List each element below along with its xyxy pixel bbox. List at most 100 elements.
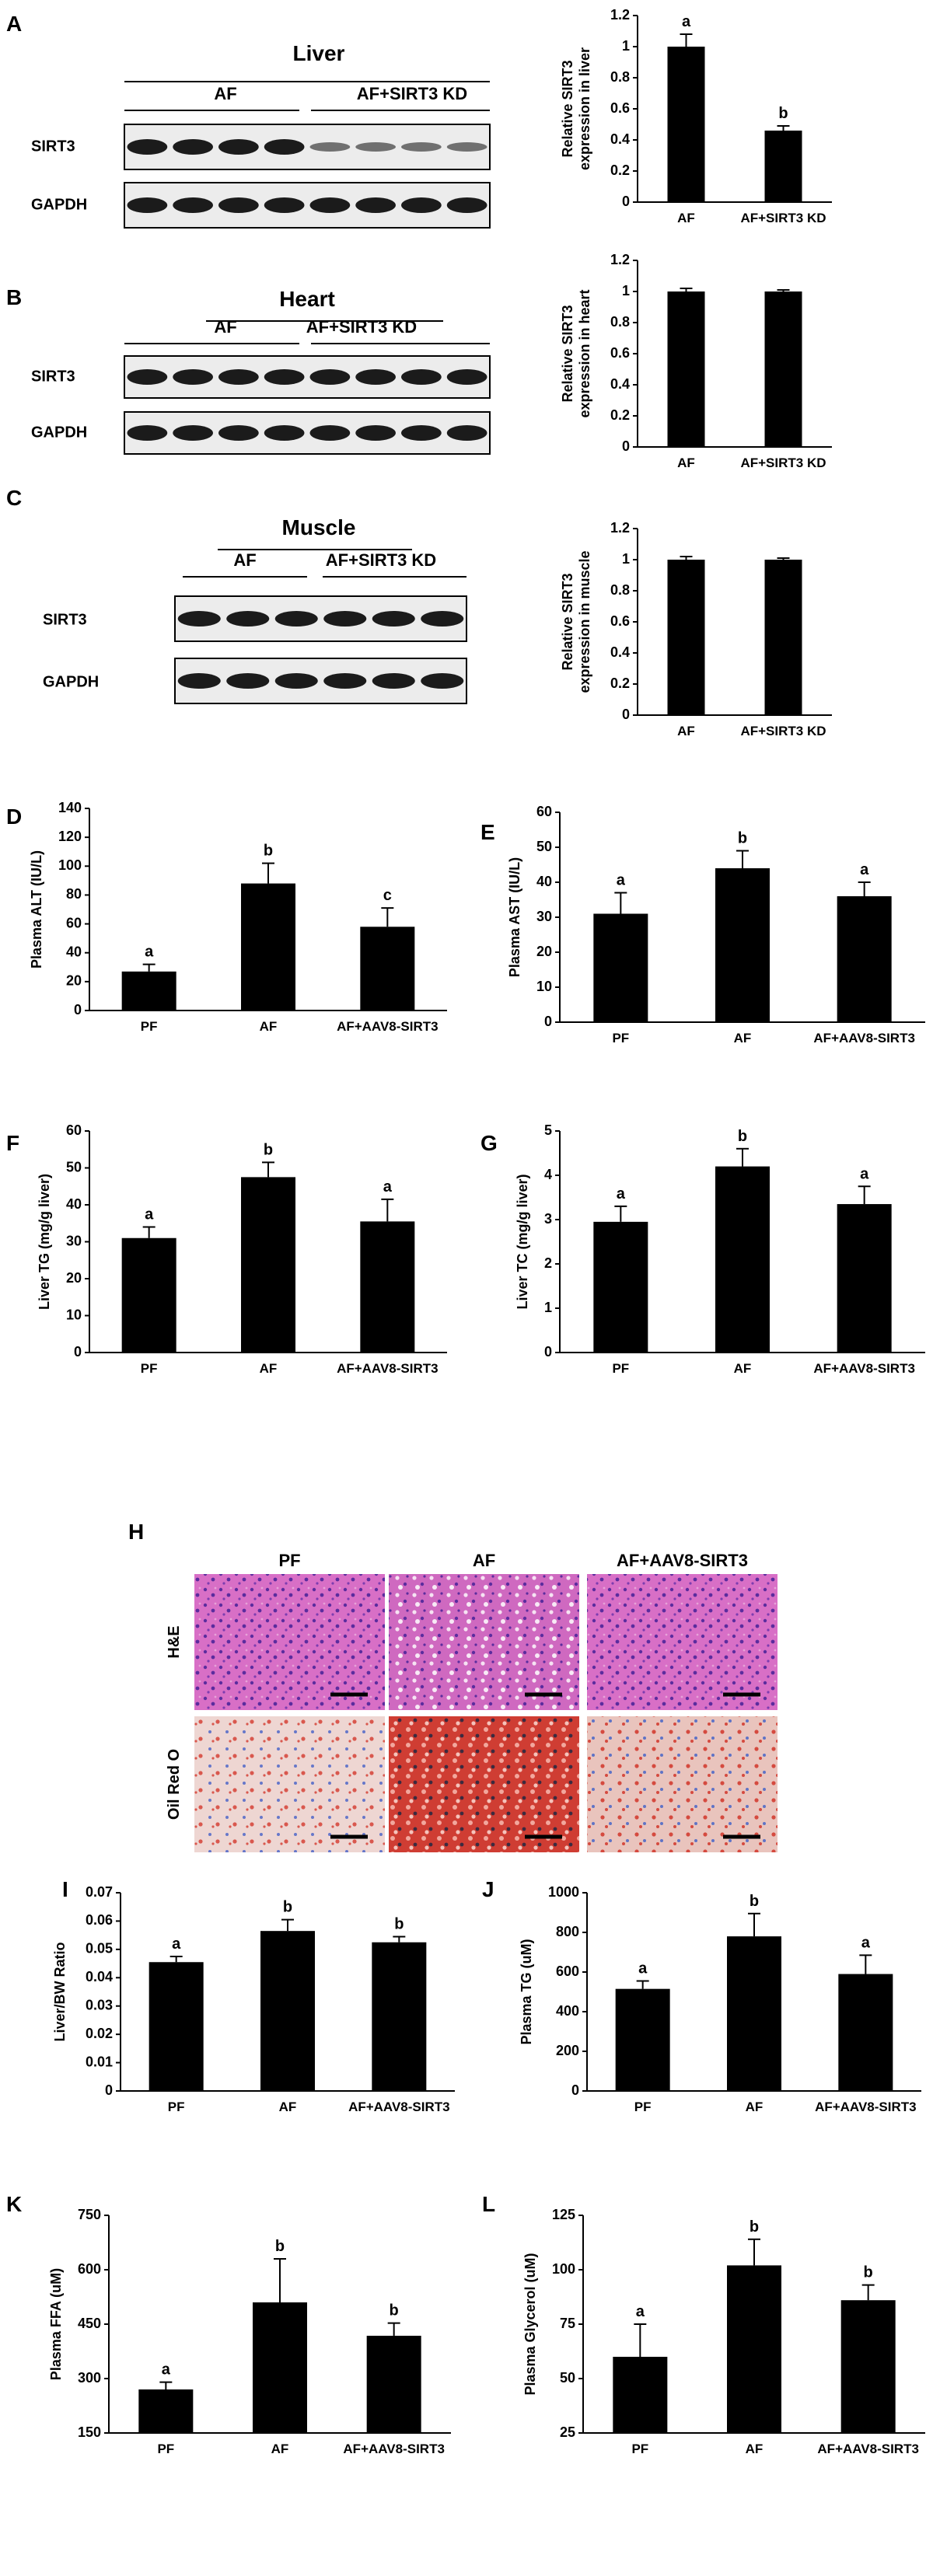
y-tick-label: 0.2 [610, 407, 630, 423]
y-axis-label: Plasma AST (IU/L) [507, 857, 522, 977]
x-tick-label: AF+AAV8-SIRT3 [343, 2442, 445, 2456]
y-tick-label: 0.8 [610, 314, 630, 330]
blot-group-label: AF [214, 84, 236, 103]
bar [764, 291, 802, 447]
significance-letter: b [390, 2302, 399, 2319]
significance-letter: a [162, 2361, 171, 2379]
y-tick-label: 0.6 [610, 613, 630, 629]
chart-panel-I: 0 0.01 0.02 0.03 0.04 0.05 0.06 0.07 Liver/BW Ra… [52, 1884, 455, 2114]
significance-letter: a [860, 861, 869, 878]
y-axis-label: Relative SIRT3 [560, 60, 575, 157]
x-tick-label: AF+AAV8-SIRT3 [348, 2100, 450, 2114]
bar [121, 1237, 176, 1353]
micrograph [389, 1716, 579, 1852]
y-tick-label: 1 [622, 551, 630, 567]
histology-panel: PF AF AF+AAV8-SIRT3 H&E Oil Red O [166, 1551, 778, 1852]
chart-panel-L: 25 50 75 100 125 Plasma Glycerol (uM) a PF b AF b A… [522, 2207, 925, 2456]
blot-band [173, 197, 213, 213]
chart-panel-F: 0 10 20 30 40 50 60 Liver TG (mg/g liver) a PF b AF… [37, 1122, 447, 1376]
blot-band [355, 425, 396, 441]
significance-letter: b [750, 2218, 759, 2236]
y-tick-label: 0.04 [86, 1969, 113, 1984]
blot-band [127, 425, 168, 441]
blot-band [177, 611, 221, 627]
y-tick-label: 1.2 [610, 252, 630, 267]
blot-group-label: AF [233, 550, 256, 570]
y-tick-label: 140 [58, 800, 82, 815]
blot-band [127, 139, 168, 155]
blot-band-label: SIRT3 [43, 611, 87, 628]
y-tick-label: 75 [560, 2316, 575, 2331]
y-tick-label: 0.8 [610, 69, 630, 85]
x-tick-label: PF [612, 1361, 629, 1376]
blot-group-label: AF+SIRT3 KD [326, 550, 436, 570]
blot-band [127, 197, 168, 213]
x-tick-label: AF+AAV8-SIRT3 [337, 1019, 439, 1034]
y-tick-label: 100 [552, 2261, 575, 2277]
significance-letter: b [275, 2238, 285, 2255]
panel-letter-H: H [128, 1520, 144, 1544]
x-tick-label: PF [634, 2100, 652, 2114]
x-tick-label: PF [168, 2100, 185, 2114]
y-axis-label: Plasma TG (uM) [519, 1939, 534, 2044]
blot-band [218, 425, 259, 441]
y-tick-label: 0.4 [610, 131, 630, 147]
bar [613, 2357, 668, 2433]
y-tick-label: 120 [58, 829, 82, 844]
panel-letter-E: E [480, 820, 495, 844]
blot-band-label: GAPDH [31, 196, 87, 213]
y-tick-label: 1 [622, 38, 630, 54]
y-tick-label: 1000 [548, 1884, 579, 1900]
blot-band [421, 611, 464, 627]
panel-letter-L: L [482, 2192, 495, 2216]
y-tick-label: 0.6 [610, 100, 630, 116]
blot-band-label: GAPDH [31, 424, 87, 441]
chart-panel-A: 0 0.2 0.4 0.6 0.8 1 1.2 Relative SIRT3 expressio… [560, 7, 832, 225]
blot-band [218, 139, 259, 155]
significance-letter: a [861, 1934, 871, 1951]
chart-panel-D: 0 20 40 60 80 100 120 140 Plasma ALT (IU/L) a PF b A… [29, 800, 447, 1034]
significance-letter: b [394, 1915, 404, 1932]
bar [138, 2389, 194, 2433]
blot-band [309, 197, 351, 213]
x-tick-label: AF+AAV8-SIRT3 [813, 1031, 915, 1045]
bar [360, 927, 415, 1011]
panel-letter-K: K [6, 2192, 22, 2216]
bar [241, 883, 295, 1011]
x-tick-label: AF [677, 456, 695, 470]
bar [372, 1942, 427, 2091]
y-tick-label: 5 [544, 1122, 552, 1138]
x-tick-label: AF [734, 1031, 752, 1045]
bar [840, 2300, 896, 2433]
y-tick-label: 0.07 [86, 1884, 113, 1900]
chart-panel-C: 0 0.2 0.4 0.6 0.8 1 1.2 Relative SIRT3 expressio… [560, 520, 832, 738]
y-tick-label: 450 [78, 2316, 101, 2331]
chart-panel-B: 0 0.2 0.4 0.6 0.8 1 1.2 Relative SIRT3 expressio… [560, 252, 832, 470]
significance-letter: c [383, 887, 392, 904]
blot-band [264, 369, 305, 385]
bar [715, 868, 770, 1022]
micrograph [194, 1574, 385, 1710]
x-tick-label: AF [260, 1361, 278, 1376]
bar [593, 913, 648, 1022]
panel-letter-I: I [62, 1877, 68, 1901]
y-axis-label: Liver TC (mg/g liver) [515, 1174, 530, 1309]
bar [260, 1931, 315, 2091]
western-blot-layer: Liver AF AF+SIRT3 KD SIRT3 GAPDH Heart AF AF+SI… [31, 41, 491, 704]
blot-band [421, 673, 464, 689]
histology-column-label: AF+AAV8-SIRT3 [617, 1551, 748, 1570]
blot-tissue-title: Heart [279, 287, 335, 311]
histology-row-label: H&E [166, 1625, 183, 1658]
y-tick-label: 10 [536, 979, 552, 994]
blot-band [309, 425, 351, 441]
y-tick-label: 60 [66, 1122, 82, 1138]
blot-tissue-title: Liver [293, 41, 345, 65]
y-tick-label: 0 [74, 1002, 82, 1017]
blot-band [173, 369, 213, 385]
significance-letter: a [682, 13, 691, 30]
blot-band [355, 142, 396, 152]
blot-band [309, 142, 351, 152]
y-tick-label: 3 [544, 1211, 552, 1227]
bar [667, 47, 705, 202]
